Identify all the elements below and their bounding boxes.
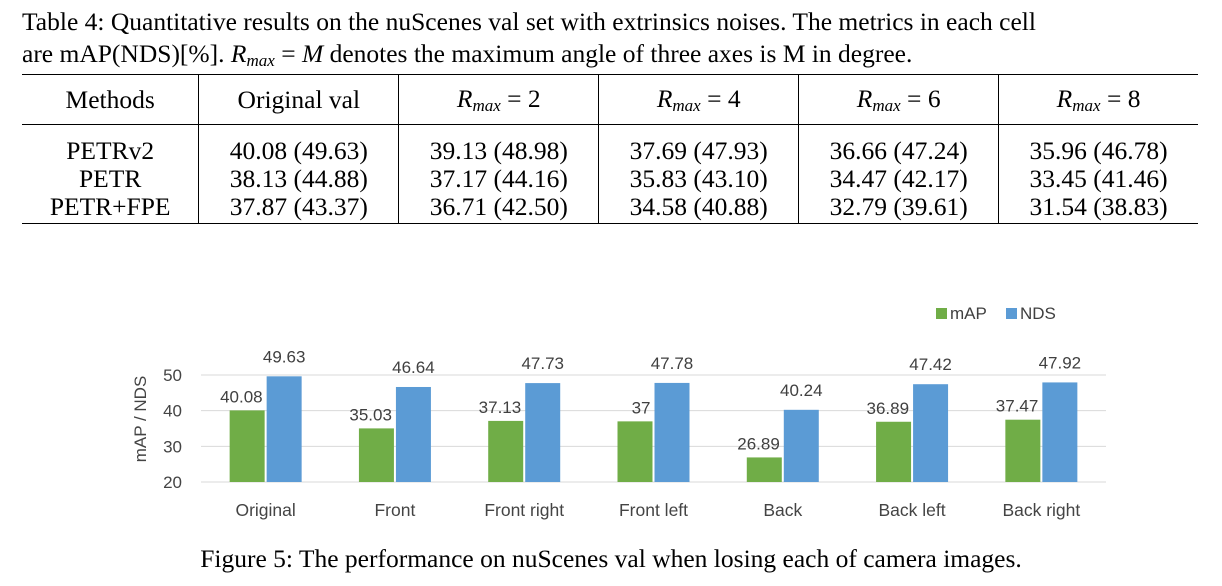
- y-tick-label: 40: [163, 402, 182, 421]
- data-label-map: 37.13: [479, 398, 522, 417]
- chart-legend: mAP NDS: [936, 304, 1056, 323]
- bar-map: [876, 421, 912, 482]
- table-cell: 36.66 (47.24): [798, 124, 999, 165]
- header-original: Original val: [198, 74, 399, 125]
- data-label-nds: 47.92: [1039, 353, 1082, 372]
- table-cell: 34.58 (40.88): [598, 193, 799, 224]
- table-cell: 35.83 (43.10): [598, 165, 799, 193]
- table-cell: 37.17 (44.16): [398, 165, 599, 193]
- data-label-nds: 46.64: [392, 358, 435, 377]
- legend-swatch-nds: [1006, 308, 1017, 319]
- table-cell: 36.71 (42.50): [398, 193, 599, 224]
- data-label-nds: 47.73: [521, 354, 564, 373]
- x-tick-label: Original: [235, 500, 295, 520]
- table-caption-line1: Table 4: Quantitative results on the nuS…: [22, 7, 1036, 36]
- bar-nds: [395, 386, 431, 482]
- row-method: PETR+FPE: [49, 192, 171, 221]
- header-rmax-6: Rmax = 6: [798, 74, 999, 125]
- row-method: PETRv2: [66, 136, 155, 165]
- table-cell: 40.08 (49.63): [198, 124, 399, 165]
- bar-nds: [266, 376, 302, 482]
- table-cell: 37.87 (43.37): [198, 193, 399, 224]
- data-label-map: 36.89: [867, 399, 910, 418]
- data-label-map: 40.08: [220, 387, 263, 406]
- y-axis-label: mAP / NDS: [131, 376, 150, 463]
- header-rmax-2: Rmax = 2: [398, 74, 599, 125]
- x-tick-label: Back left: [879, 500, 946, 520]
- data-label-nds: 40.24: [780, 381, 823, 400]
- data-label-nds: 47.78: [651, 354, 694, 373]
- figure-caption: Figure 5: The performance on nuScenes va…: [200, 544, 1022, 573]
- y-tick-label: 50: [163, 366, 182, 385]
- y-tick-label: 20: [163, 473, 182, 492]
- table-cell: 33.45 (41.46): [998, 165, 1198, 193]
- x-tick-label: Front right: [484, 500, 564, 520]
- x-axis: Original Front Front right Front left Back Ba…: [235, 500, 1080, 520]
- table-header-row: Methods Original val Rmax = 2 Rmax = 4 R…: [22, 74, 1198, 125]
- data-label-map: 35.03: [349, 405, 392, 424]
- bar-nds: [913, 384, 949, 482]
- bar-map: [358, 428, 394, 482]
- x-tick-label: Back right: [1002, 500, 1080, 520]
- bar-nds: [654, 382, 690, 482]
- table-cell: 38.13 (44.88): [198, 165, 399, 193]
- data-label-nds: 49.63: [263, 347, 306, 366]
- bar-chart: 40.08 49.63 35.03 46.64 37.13 47.73 37 47.78 26.…: [131, 304, 1106, 520]
- legend-label-nds: NDS: [1020, 304, 1056, 323]
- table-cell: 32.79 (39.61): [798, 193, 999, 224]
- caption-m: M: [301, 39, 324, 68]
- bar-nds: [525, 383, 561, 482]
- caption-rmax-sub: max: [246, 51, 275, 70]
- table-cell: 37.69 (47.93): [598, 124, 799, 165]
- caption-eq: =: [274, 39, 302, 68]
- bar-nds: [1042, 382, 1078, 482]
- caption-text-a: are mAP(NDS)[%].: [22, 39, 231, 68]
- x-tick-label: Front left: [619, 500, 688, 520]
- y-axis: 20 30 40 50: [163, 366, 182, 492]
- bar-map: [488, 420, 524, 482]
- caption-text-b: denotes the maximum angle of three axes …: [323, 39, 913, 68]
- table-caption: Table 4: Quantitative results on the nuS…: [22, 6, 1222, 77]
- data-label-map: 37.47: [996, 397, 1039, 416]
- table-caption-line2: are mAP(NDS)[%]. Rmax = M denotes the ma…: [22, 38, 1222, 77]
- table-cell: 31.54 (38.83): [998, 193, 1198, 224]
- x-tick-label: Back: [763, 500, 802, 520]
- table-cell: 35.96 (46.78): [998, 124, 1198, 165]
- caption-rmax-var: R: [230, 39, 247, 68]
- legend-label-map: mAP: [950, 304, 987, 323]
- bar-map: [617, 421, 653, 482]
- chart-data-labels: 40.08 49.63 35.03 46.64 37.13 47.73 37 47.78 26.…: [220, 347, 1081, 453]
- table-cell: 34.47 (42.17): [798, 165, 999, 193]
- chart-bars: [229, 376, 1078, 482]
- legend-swatch-map: [936, 308, 947, 319]
- row-method: PETR: [78, 164, 142, 193]
- header-methods: Methods: [65, 84, 155, 114]
- header-rmax-4: Rmax = 4: [598, 74, 799, 125]
- bar-map: [229, 410, 265, 482]
- bar-map: [1005, 419, 1041, 482]
- results-table: Methods Original val Rmax = 2 Rmax = 4 R…: [22, 74, 1198, 224]
- table-row: PETRv2 40.08 (49.63) 39.13 (48.98) 37.69…: [22, 124, 1198, 165]
- data-label-map: 37: [632, 398, 651, 417]
- table-cell: 39.13 (48.98): [398, 124, 599, 165]
- table-row: PETR 38.13 (44.88) 37.17 (44.16) 35.83 (…: [22, 165, 1198, 193]
- chart-grid: [201, 374, 1106, 483]
- bar-nds: [783, 409, 819, 482]
- data-label-nds: 47.42: [909, 355, 952, 374]
- x-tick-label: Front: [374, 500, 415, 520]
- data-label-map: 26.89: [737, 434, 780, 453]
- bar-map: [746, 457, 782, 482]
- header-rmax-8: Rmax = 8: [998, 74, 1198, 125]
- y-tick-label: 30: [163, 437, 182, 456]
- table-row: PETR+FPE 37.87 (43.37) 36.71 (42.50) 34.…: [22, 193, 1198, 224]
